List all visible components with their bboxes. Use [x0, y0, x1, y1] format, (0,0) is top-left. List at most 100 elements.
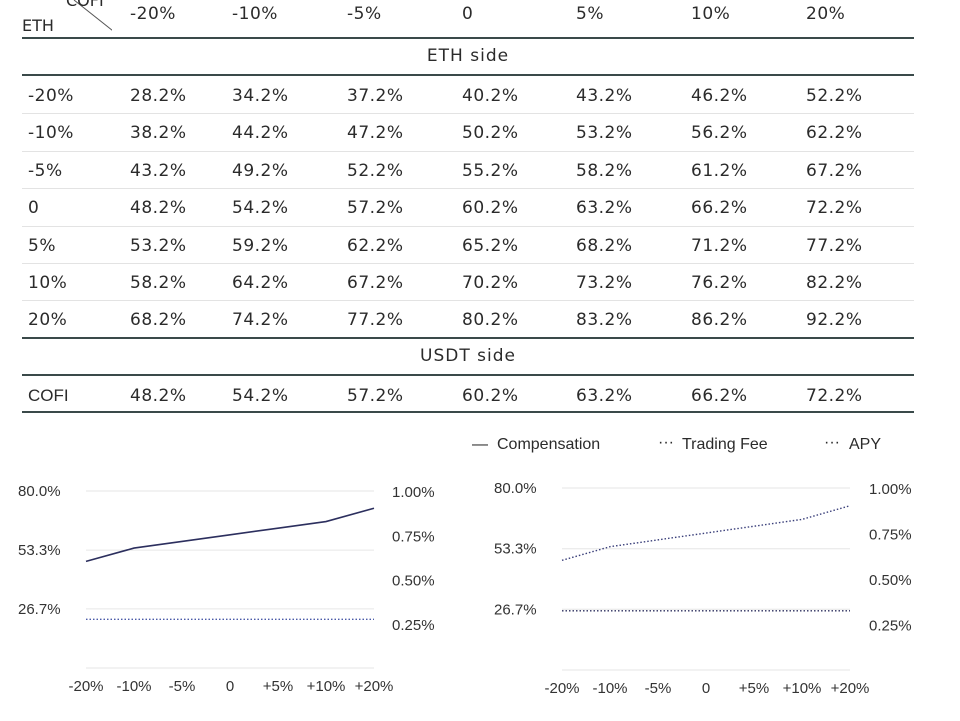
eth-section-title: ETH side — [426, 46, 510, 66]
y-tick-left: 53.3% — [494, 541, 537, 558]
column-header: 20% — [806, 4, 846, 24]
usdt-table-cell: 63.2% — [576, 386, 633, 406]
y-tick-right: 0.50% — [869, 572, 912, 589]
row-divider — [22, 113, 914, 115]
corner-diagonal — [73, 0, 112, 31]
usdt-table-cell: 66.2% — [691, 386, 748, 406]
corner-eth-label: ETH — [22, 16, 54, 35]
eth-row-label: -10% — [28, 123, 74, 144]
eth-row-label: -20% — [28, 86, 74, 106]
eth-row-label: -5% — [28, 160, 63, 181]
x-tick-label: +10% — [783, 680, 822, 697]
eth-table-cell: 52.2% — [347, 160, 404, 181]
eth-row-label: 10% — [28, 273, 68, 293]
x-tick-label: +20% — [831, 680, 870, 697]
column-header: 10% — [691, 4, 731, 24]
x-tick-label: +5% — [263, 678, 293, 695]
y-tick-right: 0.50% — [392, 573, 435, 590]
y-tick-right: 0.75% — [869, 527, 912, 544]
usdt-table-cell: 57.2% — [347, 386, 404, 406]
usdt-side-chart: 80.0%53.3%26.7%1.00%0.75%0.50%0.25%-20% -… — [494, 480, 912, 697]
eth-table-cell: 58.2% — [576, 160, 633, 181]
y-tick-right: 0.25% — [392, 617, 435, 634]
x-tick-label: -10% — [592, 680, 627, 697]
y-tick-left: 80.0% — [494, 480, 537, 497]
row-divider — [22, 300, 914, 302]
table-divider — [22, 374, 914, 376]
eth-table-cell: 34.2% — [232, 86, 289, 106]
legend-apy-symbol: ··· — [824, 434, 840, 451]
eth-table-cell: 62.2% — [806, 123, 863, 144]
y-tick-left: 53.3% — [18, 542, 61, 559]
y-tick-right: 0.25% — [869, 618, 912, 635]
x-tick-label: 0 — [226, 678, 234, 695]
column-header: 5% — [576, 4, 604, 24]
eth-table-cell: 57.2% — [347, 198, 404, 219]
eth-table-cell: 56.2% — [691, 123, 748, 144]
eth-table-cell: 53.2% — [576, 123, 633, 144]
x-tick-label: 0 — [702, 680, 710, 697]
eth-table-cell: 60.2% — [462, 198, 519, 219]
column-header: -10% — [232, 4, 278, 24]
eth-table-cell: 61.2% — [691, 160, 748, 181]
eth-table-cell: 48.2% — [130, 198, 187, 219]
row-divider — [22, 263, 914, 264]
table-divider — [22, 37, 914, 39]
eth-table-cell: 76.2% — [691, 273, 748, 293]
legend-trading-fee-label: Trading Fee — [682, 436, 768, 453]
eth-table-cell: 80.2% — [462, 310, 519, 331]
x-tick-label: +10% — [307, 678, 346, 695]
legend-apy-label: APY — [849, 436, 882, 453]
legend-compensation-symbol: — — [472, 436, 488, 453]
table-divider — [22, 411, 914, 413]
eth-table-cell: 52.2% — [806, 86, 863, 106]
eth-table-cell: 53.2% — [130, 235, 187, 256]
eth-table-cell: 67.2% — [347, 273, 404, 293]
legend-compensation-label: Compensation — [497, 436, 601, 453]
x-tick-label: -5% — [169, 678, 196, 695]
table-divider — [22, 337, 914, 339]
column-header: -20% — [130, 4, 176, 24]
eth-table-cell: 77.2% — [806, 235, 863, 256]
x-tick-label: +5% — [739, 680, 769, 697]
eth-table-cell: 62.2% — [347, 235, 404, 256]
y-tick-left: 26.7% — [494, 601, 537, 618]
eth-table-cell: 73.2% — [576, 273, 633, 293]
y-tick-left: 80.0% — [18, 483, 61, 500]
eth-table-cell: 83.2% — [576, 310, 633, 331]
y-tick-right: 0.75% — [392, 528, 435, 545]
usdt-row-label: COFI — [28, 386, 69, 405]
y-tick-right: 1.00% — [869, 481, 912, 498]
eth-table-cell: 68.2% — [576, 235, 633, 256]
eth-table-cell: 67.2% — [806, 160, 863, 181]
corner-cofi-label: COFI — [66, 0, 104, 10]
eth-table-cell: 58.2% — [130, 273, 187, 293]
x-tick-label: +20% — [355, 678, 394, 695]
eth-row-label: 0 — [28, 198, 40, 219]
eth-side-chart: 80.0%53.3%26.7%1.00%0.75%0.50%0.25%-20% -… — [18, 483, 435, 695]
eth-table-cell: 68.2% — [130, 310, 187, 331]
eth-table-cell: 63.2% — [576, 198, 633, 219]
eth-table-cell: 55.2% — [462, 160, 519, 181]
usdt-table-cell: 72.2% — [806, 386, 863, 406]
eth-table-cell: 59.2% — [232, 235, 289, 256]
eth-row-label: 20% — [28, 310, 68, 331]
eth-table-cell: 50.2% — [462, 123, 519, 144]
row-divider — [22, 225, 914, 227]
eth-table-cell: 44.2% — [232, 123, 289, 144]
column-header: 0 — [462, 4, 474, 24]
eth-table-cell: 43.2% — [576, 86, 633, 106]
eth-table-cell: 64.2% — [232, 273, 289, 293]
eth-table-cell: 37.2% — [347, 86, 404, 106]
eth-table-cell: 71.2% — [691, 235, 748, 256]
eth-table-cell: 82.2% — [806, 273, 863, 293]
eth-table-cell: 72.2% — [806, 198, 863, 219]
eth-table-cell: 92.2% — [806, 310, 863, 331]
eth-table-cell: 43.2% — [130, 160, 187, 181]
eth-table-cell: 66.2% — [691, 198, 748, 219]
eth-table-cell: 54.2% — [232, 198, 289, 219]
y-tick-left: 26.7% — [18, 601, 61, 618]
usdt-table-cell: 60.2% — [462, 386, 519, 406]
x-tick-label: -10% — [116, 678, 151, 695]
legend-trading-fee-symbol: ··· — [658, 434, 674, 451]
